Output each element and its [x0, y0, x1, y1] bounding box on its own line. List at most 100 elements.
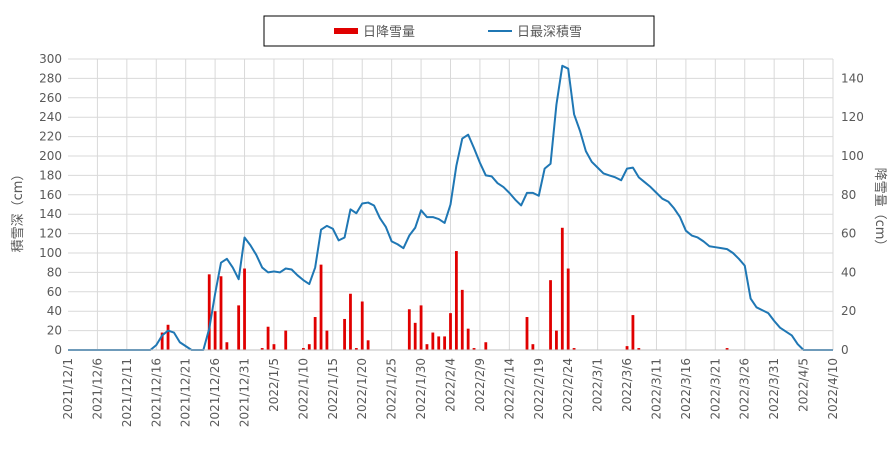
snowfall-bar	[413, 322, 417, 350]
snowfall-bar	[213, 311, 217, 350]
x-tick-label: 2022/4/10	[826, 358, 840, 420]
x-tick-label: 2022/1/15	[326, 358, 340, 420]
snowfall-bar	[219, 276, 223, 350]
x-tick-label: 2022/1/20	[355, 358, 369, 420]
left-tick-label: 220	[39, 130, 62, 144]
snowfall-bar	[425, 344, 429, 350]
right-tick-label: 60	[841, 227, 856, 241]
right-tick-label: 20	[841, 304, 856, 318]
grid-layer	[68, 58, 834, 350]
snowfall-bar	[366, 340, 370, 350]
snowfall-bar	[449, 313, 452, 350]
left-tick-label: 20	[47, 324, 62, 338]
snowfall-bar	[354, 348, 358, 350]
legend-label-line: 日最深積雪	[517, 25, 582, 40]
left-tick-label: 120	[39, 227, 62, 241]
right-tick-label: 100	[841, 149, 864, 163]
x-tick-label: 2021/12/1	[61, 358, 75, 420]
left-tick-label: 300	[39, 52, 62, 66]
axis-layer: 0204060801001201401601802002202402602803…	[39, 52, 864, 427]
line-layer	[68, 64, 833, 351]
x-tick-label: 2022/4/5	[797, 358, 811, 412]
snowfall-bar	[466, 328, 470, 350]
snowfall-bar	[266, 326, 270, 350]
x-tick-label: 2021/12/16	[149, 358, 163, 427]
snowfall-bar	[325, 330, 329, 350]
x-tick-label: 2022/3/21	[708, 358, 722, 420]
x-tick-label: 2022/1/30	[414, 358, 428, 420]
snow-depth-line	[68, 64, 833, 351]
snowfall-bar	[625, 346, 629, 350]
left-tick-label: 60	[47, 285, 62, 299]
right-tick-label: 40	[841, 265, 856, 279]
left-tick-label: 80	[47, 265, 62, 279]
snowfall-bar	[484, 342, 488, 350]
left-tick-label: 40	[47, 304, 62, 318]
left-tick-label: 180	[39, 168, 62, 182]
legend: 日降雪量 日最深積雪	[263, 15, 655, 47]
left-tick-label: 140	[39, 207, 62, 221]
x-tick-label: 2022/3/31	[767, 358, 781, 420]
snowfall-bar	[349, 293, 352, 350]
legend-swatch-bar	[334, 28, 358, 34]
x-tick-label: 2022/1/10	[296, 358, 310, 420]
snowfall-bar	[225, 342, 229, 350]
snowfall-bar	[307, 344, 311, 350]
x-tick-label: 2022/2/9	[473, 358, 487, 412]
left-tick-label: 100	[39, 246, 62, 260]
x-tick-label: 2022/1/5	[267, 358, 281, 412]
legend-label-bar: 日降雪量	[363, 25, 415, 40]
snowfall-bar	[419, 305, 423, 350]
snowfall-bar	[549, 280, 552, 350]
x-tick-label: 2022/2/24	[561, 358, 575, 420]
x-tick-label: 2022/3/11	[649, 358, 663, 420]
snowfall-bar	[166, 324, 170, 350]
bar-layer	[160, 227, 729, 350]
snowfall-bar	[560, 227, 564, 350]
x-tick-label: 2022/1/25	[385, 358, 399, 420]
snowfall-bar	[360, 301, 364, 350]
x-tick-label: 2022/2/19	[532, 358, 546, 420]
snowfall-bar	[631, 315, 635, 350]
snowfall-bar	[407, 309, 411, 350]
x-tick-label: 2022/3/16	[679, 358, 693, 420]
snowfall-bar	[725, 348, 729, 350]
snowfall-bar	[160, 332, 164, 350]
snowfall-bar	[243, 268, 246, 350]
x-tick-label: 2022/2/4	[444, 358, 458, 412]
left-tick-label: 240	[39, 110, 62, 124]
snowfall-bar	[525, 317, 529, 350]
snowfall-bar	[343, 318, 346, 350]
snowfall-bar	[313, 317, 317, 350]
snowfall-bar	[637, 348, 641, 350]
snowfall-bar	[460, 289, 464, 350]
snowfall-bar	[301, 348, 305, 350]
x-tick-label: 2021/12/6	[90, 358, 104, 420]
snowfall-bar	[319, 264, 323, 350]
left-axis-label: 積雪深（cm）	[11, 168, 26, 253]
snowfall-bar	[260, 348, 264, 350]
left-tick-label: 0	[54, 343, 62, 357]
snowfall-bar	[472, 348, 476, 350]
snowfall-bar	[284, 330, 288, 350]
left-tick-label: 200	[39, 149, 62, 163]
snowfall-bar	[431, 332, 435, 350]
snowfall-bar	[207, 274, 211, 350]
x-tick-label: 2022/2/14	[502, 358, 516, 420]
snowfall-bar	[272, 344, 276, 350]
right-tick-label: 80	[841, 188, 856, 202]
snowfall-bar	[531, 344, 535, 350]
x-tick-label: 2021/12/21	[179, 358, 193, 427]
left-tick-label: 260	[39, 91, 62, 105]
left-tick-label: 280	[39, 71, 62, 85]
snowfall-bar	[454, 251, 458, 350]
right-tick-label: 0	[841, 343, 849, 357]
x-tick-label: 2021/12/31	[238, 358, 252, 427]
x-tick-label: 2021/12/26	[208, 358, 222, 427]
snowfall-bar	[437, 336, 441, 350]
snowfall-bar	[443, 336, 447, 350]
snowfall-bar	[555, 330, 558, 350]
x-tick-label: 2022/3/26	[738, 358, 752, 420]
